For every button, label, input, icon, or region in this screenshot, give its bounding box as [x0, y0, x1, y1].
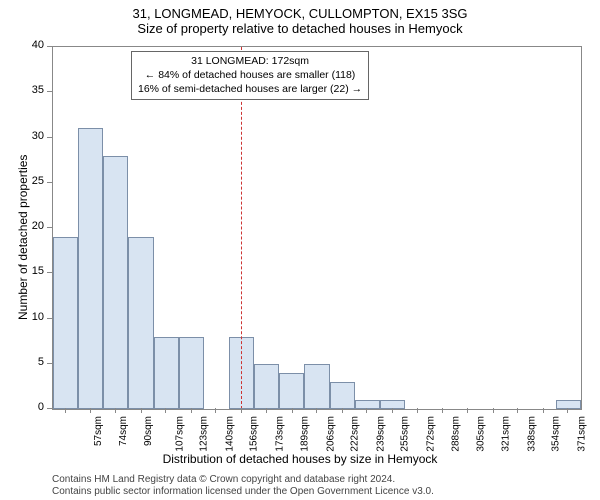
- histogram-bar: [103, 156, 128, 409]
- y-tick: [47, 363, 52, 364]
- x-tick: [567, 408, 568, 413]
- y-tick: [47, 272, 52, 273]
- x-tick-label: 354sqm: [551, 416, 562, 452]
- y-tick: [47, 227, 52, 228]
- y-tick-label: 25: [24, 175, 44, 187]
- histogram-bar: [179, 337, 204, 409]
- x-tick-label: 107sqm: [174, 416, 185, 452]
- footer-line-2: Contains public sector information licen…: [52, 486, 434, 497]
- x-tick: [292, 408, 293, 413]
- annotation-line: 31 LONGMEAD: 172sqm: [138, 54, 362, 68]
- x-tick: [442, 408, 443, 413]
- x-tick-label: 140sqm: [225, 416, 236, 452]
- x-tick-label: 255sqm: [400, 416, 411, 452]
- x-tick-label: 189sqm: [299, 416, 310, 452]
- x-tick: [266, 408, 267, 413]
- x-tick-label: 321sqm: [500, 416, 511, 452]
- y-tick-label: 15: [24, 265, 44, 277]
- x-tick: [366, 408, 367, 413]
- histogram-bar: [304, 364, 329, 409]
- y-tick: [47, 408, 52, 409]
- x-tick: [517, 408, 518, 413]
- y-tick-label: 10: [24, 311, 44, 323]
- reference-line: [241, 47, 242, 409]
- y-tick-label: 5: [24, 356, 44, 368]
- histogram-bar: [254, 364, 279, 409]
- y-tick: [47, 46, 52, 47]
- x-tick: [543, 408, 544, 413]
- y-tick: [47, 137, 52, 138]
- x-tick: [392, 408, 393, 413]
- histogram-bar: [279, 373, 304, 409]
- y-tick: [47, 182, 52, 183]
- plot-area: 31 LONGMEAD: 172sqm← 84% of detached hou…: [52, 46, 582, 410]
- x-tick-label: 57sqm: [93, 416, 104, 446]
- x-tick: [191, 408, 192, 413]
- y-tick: [47, 91, 52, 92]
- x-tick-label: 74sqm: [118, 416, 129, 446]
- title-sub: Size of property relative to detached ho…: [0, 21, 600, 36]
- x-tick: [467, 408, 468, 413]
- title-top: 31, LONGMEAD, HEMYOCK, CULLOMPTON, EX15 …: [0, 0, 600, 21]
- x-tick-label: 288sqm: [450, 416, 461, 452]
- x-tick: [241, 408, 242, 413]
- annotation-line: 16% of semi-detached houses are larger (…: [138, 82, 362, 96]
- y-tick-label: 40: [24, 39, 44, 51]
- histogram-bar: [78, 128, 103, 409]
- x-tick: [342, 408, 343, 413]
- histogram-bar: [128, 237, 153, 409]
- x-tick: [115, 408, 116, 413]
- x-tick-label: 272sqm: [426, 416, 437, 452]
- x-tick: [493, 408, 494, 413]
- x-tick-label: 123sqm: [199, 416, 210, 452]
- x-tick: [215, 408, 216, 413]
- y-tick: [47, 318, 52, 319]
- y-tick-label: 30: [24, 130, 44, 142]
- x-tick-label: 206sqm: [325, 416, 336, 452]
- histogram-bar: [154, 337, 179, 409]
- x-tick-label: 239sqm: [375, 416, 386, 452]
- x-tick-label: 173sqm: [275, 416, 286, 452]
- figure-container: 31, LONGMEAD, HEMYOCK, CULLOMPTON, EX15 …: [0, 0, 600, 500]
- x-tick-label: 305sqm: [476, 416, 487, 452]
- footer-line-1: Contains HM Land Registry data © Crown c…: [52, 474, 395, 485]
- x-tick: [165, 408, 166, 413]
- annotation-line: ← 84% of detached houses are smaller (11…: [138, 68, 362, 82]
- x-tick-label: 90sqm: [143, 416, 154, 446]
- histogram-bar: [330, 382, 355, 409]
- x-axis-label: Distribution of detached houses by size …: [0, 452, 600, 466]
- x-tick-label: 156sqm: [249, 416, 260, 452]
- y-tick-label: 20: [24, 220, 44, 232]
- y-tick-label: 0: [24, 401, 44, 413]
- x-tick-label: 338sqm: [526, 416, 537, 452]
- x-tick: [316, 408, 317, 413]
- x-tick: [65, 408, 66, 413]
- x-tick-label: 371sqm: [577, 416, 588, 452]
- x-tick: [90, 408, 91, 413]
- histogram-bar: [53, 237, 78, 409]
- annotation-box: 31 LONGMEAD: 172sqm← 84% of detached hou…: [131, 51, 369, 100]
- x-tick: [417, 408, 418, 413]
- x-tick: [141, 408, 142, 413]
- y-tick-label: 35: [24, 84, 44, 96]
- x-tick-label: 222sqm: [350, 416, 361, 452]
